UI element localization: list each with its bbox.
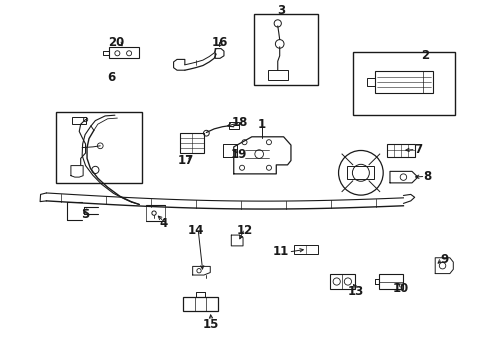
Bar xyxy=(228,122,238,129)
Bar xyxy=(293,245,318,253)
Bar xyxy=(56,112,142,183)
Bar xyxy=(72,117,86,124)
Bar xyxy=(374,71,432,93)
Text: 20: 20 xyxy=(108,36,124,49)
Bar xyxy=(254,14,317,85)
Bar xyxy=(329,274,354,289)
Bar xyxy=(267,70,287,80)
Text: 4: 4 xyxy=(160,217,167,230)
Text: 9: 9 xyxy=(440,253,448,266)
Text: 14: 14 xyxy=(187,224,203,237)
Text: 18: 18 xyxy=(231,116,247,129)
Text: 2: 2 xyxy=(421,49,428,62)
Text: 11: 11 xyxy=(272,246,289,258)
Bar xyxy=(379,274,402,289)
Text: 16: 16 xyxy=(211,36,228,49)
Text: 8: 8 xyxy=(423,170,431,183)
Text: 6: 6 xyxy=(107,71,115,84)
Bar xyxy=(108,47,139,58)
Text: 1: 1 xyxy=(257,118,265,131)
Bar xyxy=(366,78,374,86)
Text: 13: 13 xyxy=(347,285,364,298)
Bar xyxy=(183,297,218,311)
Text: 15: 15 xyxy=(203,318,219,330)
Bar xyxy=(346,166,373,179)
Text: 5: 5 xyxy=(81,208,89,221)
Text: 17: 17 xyxy=(177,154,194,167)
Text: 7: 7 xyxy=(413,143,421,156)
Text: 12: 12 xyxy=(236,224,252,237)
Bar xyxy=(352,52,454,115)
Text: 19: 19 xyxy=(230,148,246,161)
Text: 10: 10 xyxy=(392,282,408,294)
Bar xyxy=(180,133,203,153)
Text: 3: 3 xyxy=(277,4,285,17)
Bar xyxy=(386,144,414,157)
